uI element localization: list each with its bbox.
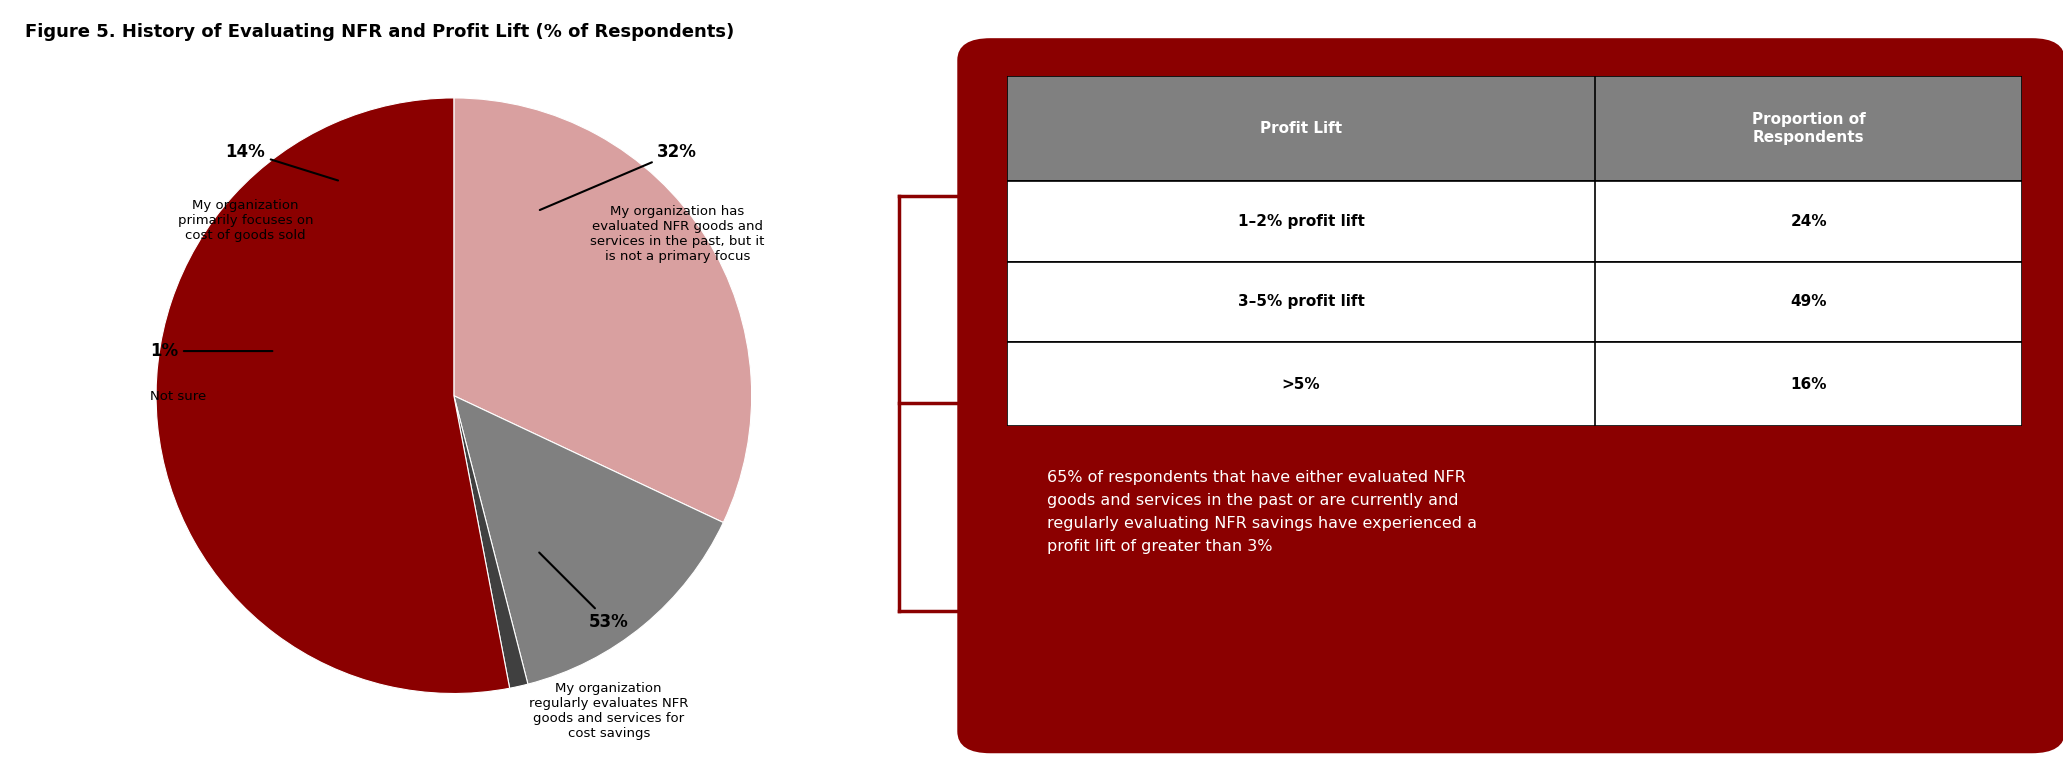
Text: Figure 5. History of Evaluating NFR and Profit Lift (% of Respondents): Figure 5. History of Evaluating NFR and … [25, 23, 734, 41]
FancyBboxPatch shape [959, 40, 2063, 752]
Text: >5%: >5% [1281, 377, 1320, 392]
Text: 1–2% profit lift: 1–2% profit lift [1238, 214, 1364, 229]
Text: My organization
regularly evaluates NFR
goods and services for
cost savings: My organization regularly evaluates NFR … [528, 682, 689, 740]
Wedge shape [454, 98, 751, 523]
Text: Not sure: Not sure [151, 390, 206, 403]
FancyBboxPatch shape [1007, 76, 2022, 181]
Text: 24%: 24% [1791, 214, 1828, 229]
FancyBboxPatch shape [1007, 262, 2022, 342]
Text: Proportion of
Respondents: Proportion of Respondents [1751, 113, 1865, 145]
Text: 1%: 1% [151, 342, 272, 360]
Wedge shape [454, 396, 724, 684]
Text: 3–5% profit lift: 3–5% profit lift [1238, 295, 1364, 310]
Wedge shape [454, 396, 528, 688]
Text: Profit Lift: Profit Lift [1260, 121, 1343, 136]
Text: 16%: 16% [1791, 377, 1828, 392]
Text: 65% of respondents that have either evaluated NFR
goods and services in the past: 65% of respondents that have either eval… [1048, 470, 1477, 554]
Text: 32%: 32% [541, 142, 697, 210]
Text: 49%: 49% [1791, 295, 1828, 310]
Wedge shape [157, 98, 510, 693]
Text: 14%: 14% [225, 142, 338, 180]
FancyBboxPatch shape [1007, 181, 2022, 262]
FancyBboxPatch shape [1007, 342, 2022, 426]
Text: My organization has
evaluated NFR goods and
services in the past, but it
is not : My organization has evaluated NFR goods … [590, 205, 765, 263]
Text: 53%: 53% [538, 552, 629, 631]
Text: My organization
primarily focuses on
cost of goods sold: My organization primarily focuses on cos… [177, 199, 314, 242]
